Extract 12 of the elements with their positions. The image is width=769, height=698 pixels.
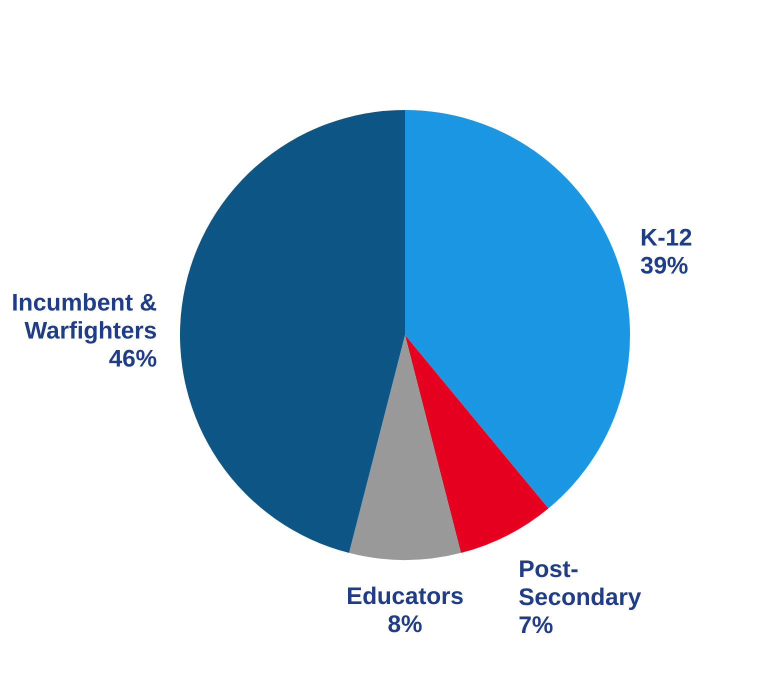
data-label: 46%	[108, 346, 157, 373]
slice-label: Educators	[346, 583, 464, 610]
pie-slice	[405, 110, 630, 508]
data-label: 39%	[640, 252, 688, 280]
slice-label: Incumbent & Warfighters	[12, 290, 157, 345]
data-label: 8%	[388, 611, 422, 638]
data-label: 7%	[518, 612, 554, 639]
slice-label: Post-Secondary	[518, 556, 642, 611]
pie-slice	[180, 110, 405, 553]
pie-slice	[349, 335, 461, 560]
pie-slice	[405, 335, 548, 553]
slice-label: K-12	[640, 224, 692, 252]
